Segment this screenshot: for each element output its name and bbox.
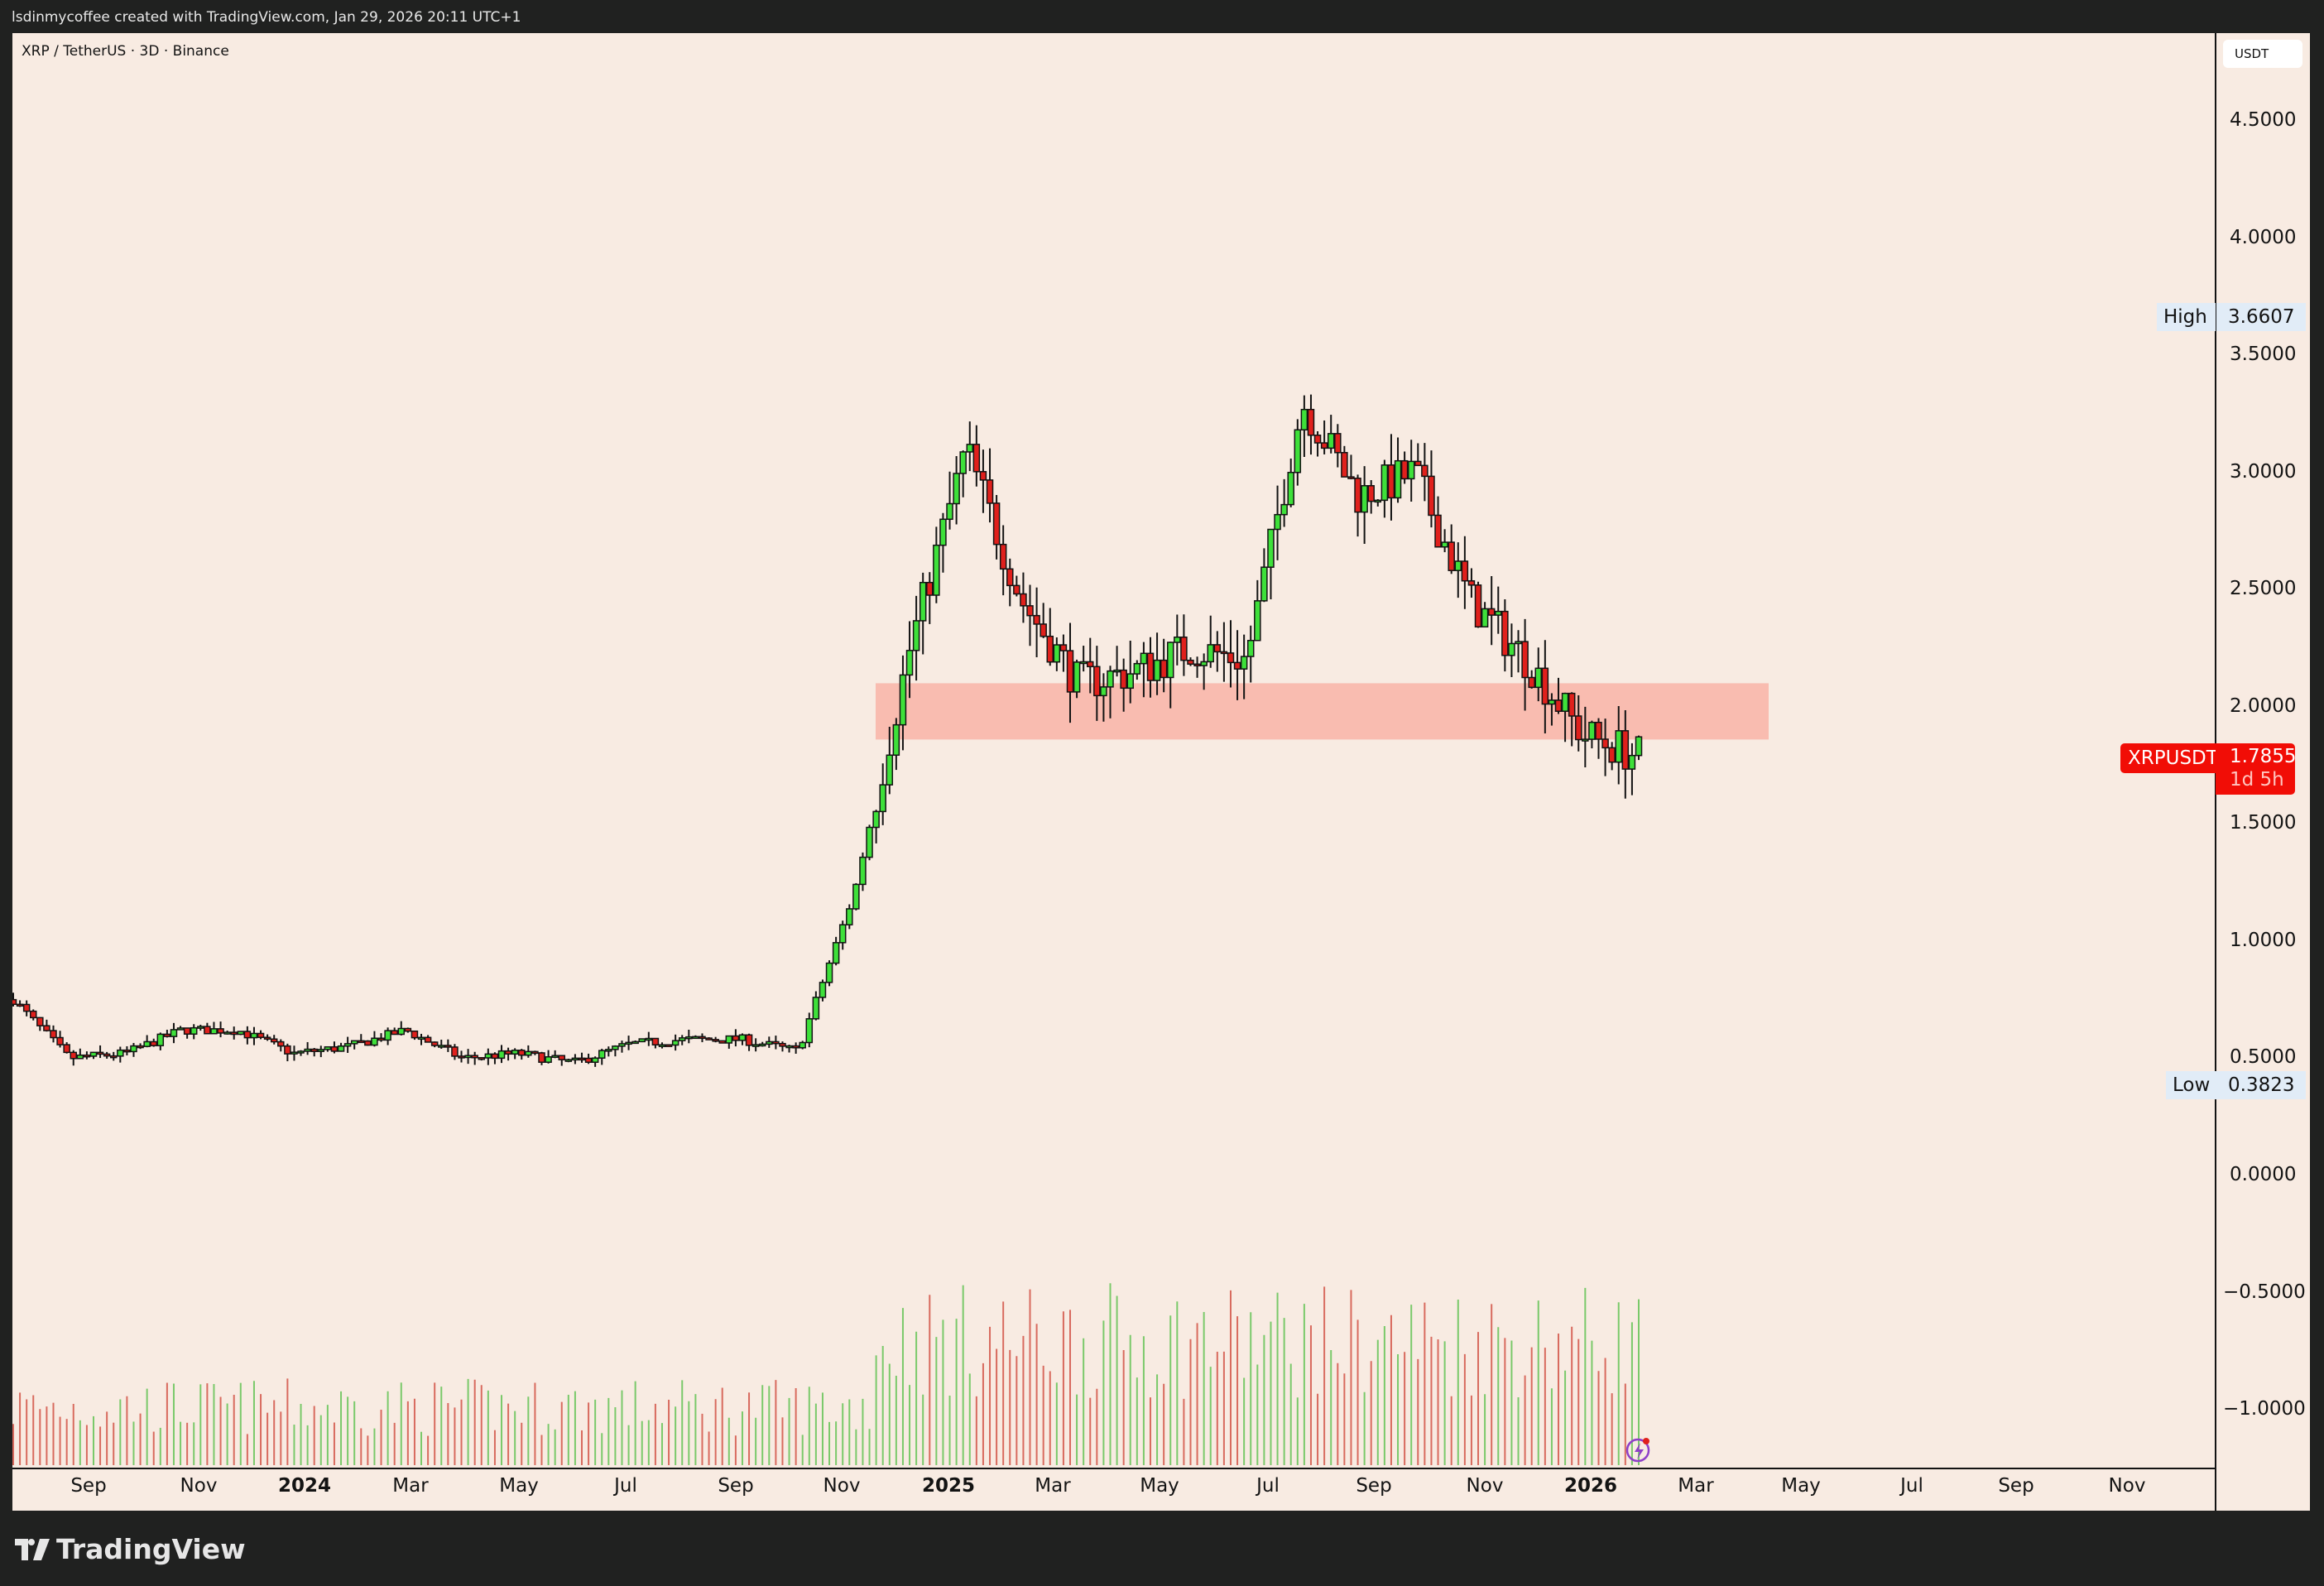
high-value: 3.6607	[2216, 303, 2307, 331]
time-tick-label: Jul	[614, 1475, 637, 1497]
candlestick-chart	[12, 394, 1769, 1465]
price-tick-label: −1.0000	[2223, 1398, 2306, 1420]
price-tick-label: 0.0000	[2230, 1163, 2297, 1185]
price-tick-label: 4.5000	[2230, 109, 2297, 131]
brand-name: TradingView	[56, 1533, 246, 1565]
price-tick-label: 2.0000	[2230, 694, 2297, 717]
time-tick-label: 2026	[1563, 1475, 1618, 1497]
time-tick-label: Nov	[823, 1475, 861, 1497]
time-tick-label: Sep	[1998, 1475, 2034, 1497]
time-tick-label: Mar	[392, 1475, 429, 1497]
time-tick-label: Sep	[718, 1475, 754, 1497]
price-tick-label: 0.5000	[2230, 1046, 2297, 1069]
footer	[0, 1511, 2324, 1586]
time-tick-label: Sep	[70, 1475, 107, 1497]
price-tick-label: 1.0000	[2230, 929, 2297, 951]
price-tick-label: 2.5000	[2230, 578, 2297, 600]
support-zone	[876, 683, 1769, 740]
time-tick-label: May	[1781, 1475, 1821, 1497]
last-price-badge: 1.7855 1d 5h	[2216, 743, 2297, 795]
last-price-value: 1.7855	[2230, 746, 2297, 767]
time-tick-label: Jul	[1256, 1475, 1280, 1497]
price-tick-label: 4.0000	[2230, 226, 2297, 248]
chart-frame	[12, 33, 2310, 1511]
currency-unit-button[interactable]: USDT	[2223, 40, 2302, 68]
bar-countdown: 1d 5h	[2230, 769, 2284, 791]
high-label: High	[2157, 303, 2216, 331]
tradingview-logo[interactable]: TradingView	[15, 1533, 246, 1565]
price-tick-label: −0.5000	[2223, 1281, 2306, 1303]
time-tick-label: Nov	[1466, 1475, 1504, 1497]
price-tick-label: 3.5000	[2230, 344, 2297, 366]
time-tick-label: May	[1140, 1475, 1179, 1497]
time-tick-label: Mar	[1678, 1475, 1714, 1497]
low-value: 0.3823	[2216, 1071, 2307, 1099]
time-axis[interactable]	[12, 1468, 2215, 1511]
symbol-price-label: XRPUSDT	[2120, 743, 2226, 773]
low-label: Low	[2166, 1071, 2219, 1099]
attribution-bar: lsdinmycoffee created with TradingView.c…	[0, 0, 2324, 33]
lightning-event-icon	[1625, 1438, 1650, 1463]
time-tick-label: Nov	[2108, 1475, 2146, 1497]
time-tick-label: Sep	[1356, 1475, 1392, 1497]
tradingview-logo-icon	[15, 1538, 50, 1560]
price-tick-label: 1.5000	[2230, 812, 2297, 834]
time-tick-label: Jul	[1900, 1475, 1923, 1497]
time-tick-label: May	[499, 1475, 539, 1497]
time-tick-label: Nov	[180, 1475, 218, 1497]
price-tick-label: 3.0000	[2230, 460, 2297, 483]
time-tick-label: Mar	[1035, 1475, 1071, 1497]
symbol-legend: XRP / TetherUS · 3D · Binance	[22, 43, 229, 60]
time-tick-label: 2025	[921, 1475, 976, 1497]
plot-area[interactable]	[12, 33, 2215, 1468]
attribution-text: lsdinmycoffee created with TradingView.c…	[12, 9, 521, 26]
time-tick-label: 2024	[277, 1475, 332, 1497]
